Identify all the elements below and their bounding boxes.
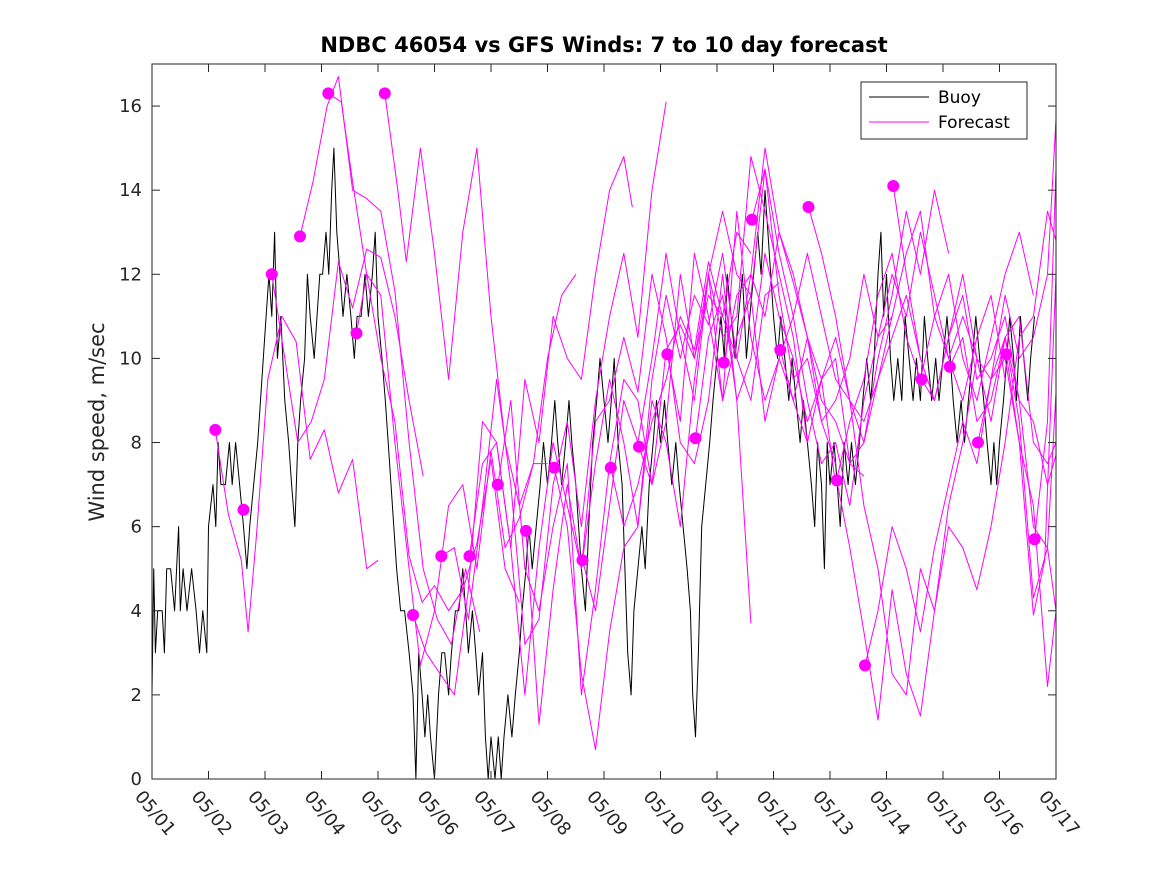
forecast-marker-4: [322, 87, 335, 100]
forecast-marker-26: [943, 360, 956, 373]
y-tick-label-14: 14: [119, 180, 142, 201]
forecast-series-line-2: [271, 248, 424, 477]
forecast-series-line-22: [836, 336, 1056, 721]
forecast-series-line-24: [892, 185, 1056, 549]
forecast-marker-15: [633, 440, 645, 453]
forecast-series-line-3: [299, 76, 481, 645]
forecast-series-line-1: [214, 315, 379, 633]
forecast-series-line-8: [441, 101, 667, 645]
forecast-marker-12: [548, 461, 561, 474]
forecast-marker-17: [689, 432, 702, 445]
y-tick-label-4: 4: [131, 601, 142, 622]
forecast-marker-27: [972, 436, 984, 449]
forecast-marker-9: [463, 550, 476, 563]
y-axis-label: Wind speed, m/sec: [85, 322, 109, 521]
forecast-marker-19: [746, 213, 758, 226]
forecast-series-line-20: [779, 231, 1034, 486]
chart-title: NDBC 46054 vs GFS Winds: 7 to 10 day for…: [320, 33, 887, 57]
legend: Buoy Forecast: [860, 81, 1028, 140]
y-tick-label-16: 16: [119, 96, 142, 117]
y-tick-label-8: 8: [131, 433, 142, 454]
y-tick-label-2: 2: [131, 685, 142, 706]
forecast-marker-3: [294, 230, 306, 243]
series-layer: [152, 76, 1056, 779]
y-tick-label-0: 0: [131, 769, 142, 790]
forecast-marker-28: [1000, 348, 1013, 361]
legend-label-forecast: Forecast: [938, 113, 1010, 133]
plot-area: [152, 64, 1056, 779]
y-tick-label-10: 10: [119, 348, 142, 369]
forecast-marker-22: [830, 474, 843, 487]
forecast-marker-24: [887, 180, 900, 192]
forecast-marker-8: [435, 550, 448, 563]
forecast-marker-29: [1028, 533, 1041, 546]
marker-layer: [209, 87, 1041, 672]
buoy-series-line: [152, 147, 1035, 779]
legend-box: [860, 81, 1028, 140]
forecast-series-line-12: [553, 156, 808, 751]
forecast-marker-11: [520, 524, 532, 537]
forecast-series-line-27: [977, 315, 1056, 465]
forecast-marker-2: [265, 268, 278, 281]
forecast-marker-23: [859, 659, 871, 672]
forecast-series-line-14: [610, 147, 865, 528]
forecast-marker-5: [350, 327, 363, 340]
forecast-marker-1: [237, 503, 250, 516]
forecast-series-line-9: [469, 273, 752, 696]
forecast-marker-6: [378, 87, 391, 100]
forecast-series-line-28: [1005, 274, 1056, 616]
forecast-series-line-7: [412, 156, 633, 696]
forecast-series-line-15: [638, 210, 893, 486]
y-tick-label-12: 12: [119, 264, 142, 285]
forecast-marker-7: [407, 609, 419, 621]
forecast-series-line-6: [384, 93, 577, 507]
forecast-series-line-29: [1034, 169, 1056, 540]
forecast-marker-0: [209, 423, 222, 436]
forecast-marker-13: [576, 554, 589, 567]
forecast-marker-14: [604, 461, 617, 474]
y-tick-label-6: 6: [131, 517, 142, 538]
forecast-marker-20: [774, 344, 787, 356]
forecast-marker-10: [491, 478, 504, 491]
forecast-marker-25: [915, 373, 928, 386]
legend-label-buoy: Buoy: [938, 88, 981, 108]
forecast-series-line-10: [497, 231, 752, 696]
forecast-marker-18: [717, 356, 730, 369]
forecast-marker-16: [661, 348, 674, 361]
forecast-marker-21: [802, 201, 815, 213]
forecast-series-line-19: [751, 168, 1006, 507]
